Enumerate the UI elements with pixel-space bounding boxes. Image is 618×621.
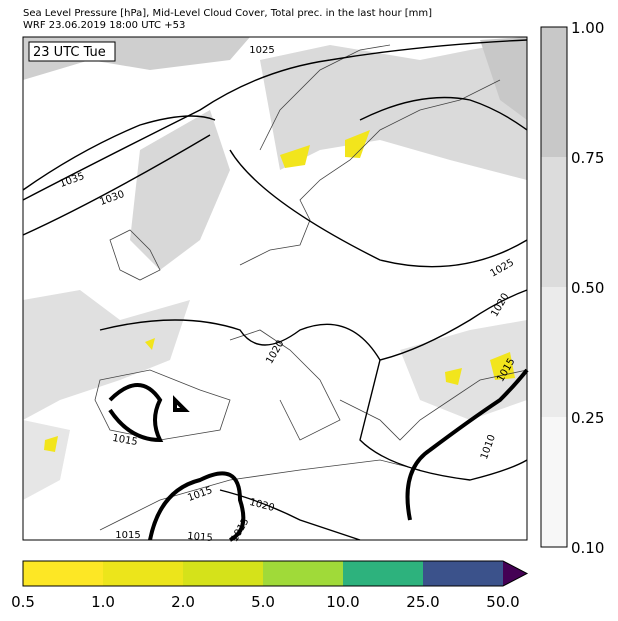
subtitle: WRF 23.06.2019 18:00 UTC +53 [23, 20, 185, 31]
cloud-band [541, 27, 567, 157]
precip-band [103, 561, 183, 586]
precip-band [343, 561, 423, 586]
map: 23 UTC Tue [22, 36, 529, 542]
cloud-tick-label: 0.10 [571, 539, 604, 557]
precip-tick-label: 0.5 [11, 593, 35, 611]
precip-colorbar: 0.5 1.0 2.0 5.0 10.0 25.0 50.0 [11, 560, 529, 611]
cloud-tick-label: 0.75 [571, 149, 604, 167]
precip-tick-label: 10.0 [326, 593, 359, 611]
precip-band [23, 561, 103, 586]
precip-tick-label: 2.0 [171, 593, 195, 611]
precip-extend [503, 561, 527, 586]
precip-areas [44, 130, 515, 452]
map-frame [22, 36, 528, 541]
time-label: 23 UTC Tue [33, 45, 106, 60]
cloud-frame [540, 26, 568, 548]
time-label-box [28, 41, 116, 62]
cloud-areas [23, 37, 527, 500]
cloud-colorbar: 1.00 0.75 0.50 0.25 0.10 [540, 19, 604, 557]
precip-tick-label: 25.0 [406, 593, 439, 611]
precip-frame [22, 560, 529, 587]
precip-band [263, 561, 343, 586]
title: Sea Level Pressure [hPa], Mid-Level Clou… [23, 8, 432, 19]
cloud-band [541, 157, 567, 287]
contour-label: 1015 [187, 531, 213, 544]
contour-label: 1025 [249, 45, 274, 56]
precip-band [423, 561, 503, 586]
cloud-tick-label: 1.00 [571, 19, 604, 37]
contour-label: 1015 [111, 433, 138, 448]
cloud-tick-label: 0.50 [571, 279, 604, 297]
coastlines [94, 44, 528, 531]
precip-band [183, 561, 263, 586]
precip-tick-label: 5.0 [251, 593, 275, 611]
low-pressure-isobars [108, 368, 529, 542]
cloud-band [541, 417, 567, 547]
cloud-band [541, 287, 567, 417]
contour-label: 1015 [115, 530, 140, 541]
precip-tick-label: 50.0 [486, 593, 519, 611]
isobars [22, 39, 528, 541]
cloud-tick-label: 0.25 [571, 409, 604, 427]
precip-tick-label: 1.0 [91, 593, 115, 611]
